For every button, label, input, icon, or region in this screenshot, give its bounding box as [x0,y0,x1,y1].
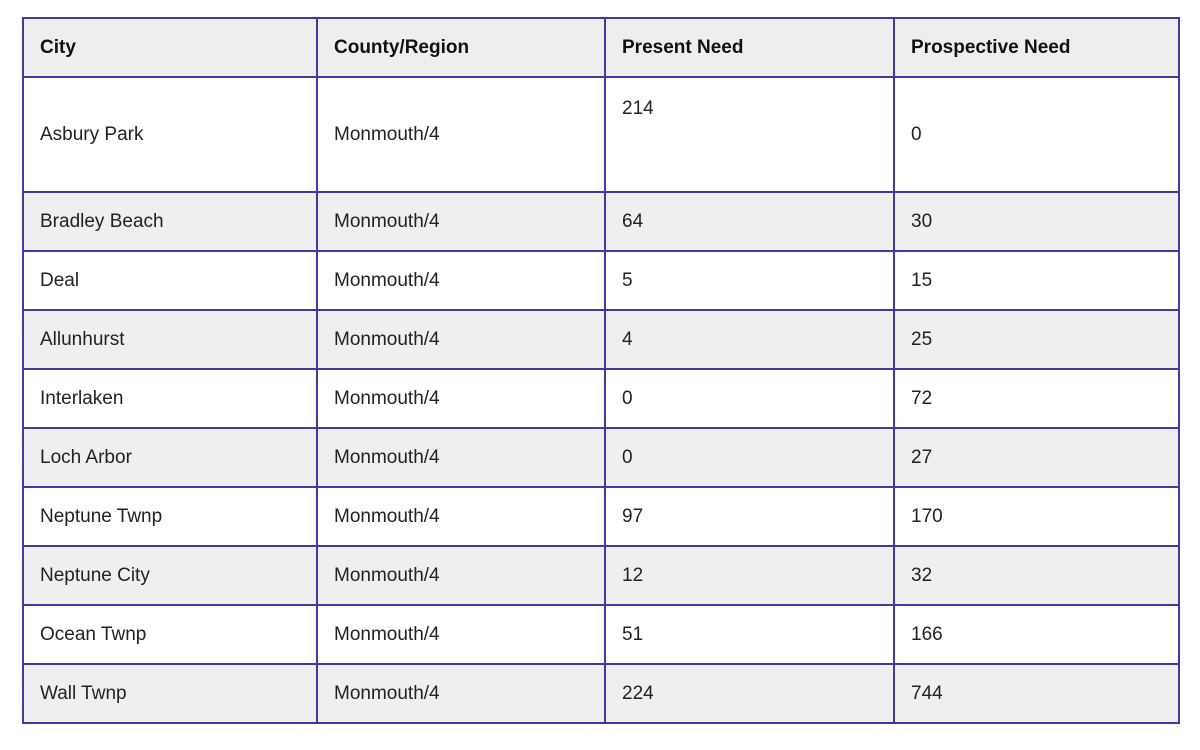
cell-county-region: Monmouth/4 [316,76,606,193]
cell-county-region: Monmouth/4 [316,486,606,547]
cell-county-region: Monmouth/4 [316,368,606,429]
column-header-prospective-need: Prospective Need [893,17,1180,78]
cell-present-need: 0 [604,368,895,429]
cell-county-region: Monmouth/4 [316,191,606,252]
cell-prospective-need: 166 [893,604,1180,665]
cell-prospective-need: 30 [893,191,1180,252]
cell-city: Wall Twnp [22,663,318,724]
cell-city: Interlaken [22,368,318,429]
cell-present-need: 12 [604,545,895,606]
cell-present-need: 0 [604,427,895,488]
cell-city: Allunhurst [22,309,318,370]
table-row: Neptune Twnp Monmouth/4 97 170 [22,486,1180,547]
housing-need-table: City County/Region Present Need Prospect… [22,17,1180,724]
table-row: Bradley Beach Monmouth/4 64 30 [22,191,1180,252]
table-row: Allunhurst Monmouth/4 4 25 [22,309,1180,370]
cell-county-region: Monmouth/4 [316,427,606,488]
cell-city: Bradley Beach [22,191,318,252]
table-header-row: City County/Region Present Need Prospect… [22,17,1180,78]
table-row: Asbury Park Monmouth/4 214 0 [22,76,1180,193]
cell-present-need: 5 [604,250,895,311]
cell-present-need: 4 [604,309,895,370]
table-row: Wall Twnp Monmouth/4 224 744 [22,663,1180,724]
table-row: Loch Arbor Monmouth/4 0 27 [22,427,1180,488]
table-row: Neptune City Monmouth/4 12 32 [22,545,1180,606]
column-header-county-region: County/Region [316,17,606,78]
cell-prospective-need: 27 [893,427,1180,488]
cell-prospective-need: 170 [893,486,1180,547]
cell-county-region: Monmouth/4 [316,663,606,724]
cell-present-need: 214 [604,76,895,193]
cell-city: Deal [22,250,318,311]
cell-city: Neptune City [22,545,318,606]
cell-prospective-need: 744 [893,663,1180,724]
cell-county-region: Monmouth/4 [316,604,606,665]
cell-city: Neptune Twnp [22,486,318,547]
cell-county-region: Monmouth/4 [316,545,606,606]
cell-city: Loch Arbor [22,427,318,488]
column-header-present-need: Present Need [604,17,895,78]
cell-present-need: 64 [604,191,895,252]
table-row: Ocean Twnp Monmouth/4 51 166 [22,604,1180,665]
cell-prospective-need: 32 [893,545,1180,606]
cell-present-need: 51 [604,604,895,665]
cell-present-need: 97 [604,486,895,547]
table-row: Deal Monmouth/4 5 15 [22,250,1180,311]
cell-prospective-need: 0 [893,76,1180,193]
cell-county-region: Monmouth/4 [316,250,606,311]
table-row: Interlaken Monmouth/4 0 72 [22,368,1180,429]
cell-city: Ocean Twnp [22,604,318,665]
cell-county-region: Monmouth/4 [316,309,606,370]
cell-prospective-need: 72 [893,368,1180,429]
cell-present-need: 224 [604,663,895,724]
cell-prospective-need: 15 [893,250,1180,311]
cell-city: Asbury Park [22,76,318,193]
column-header-city: City [22,17,318,78]
cell-prospective-need: 25 [893,309,1180,370]
